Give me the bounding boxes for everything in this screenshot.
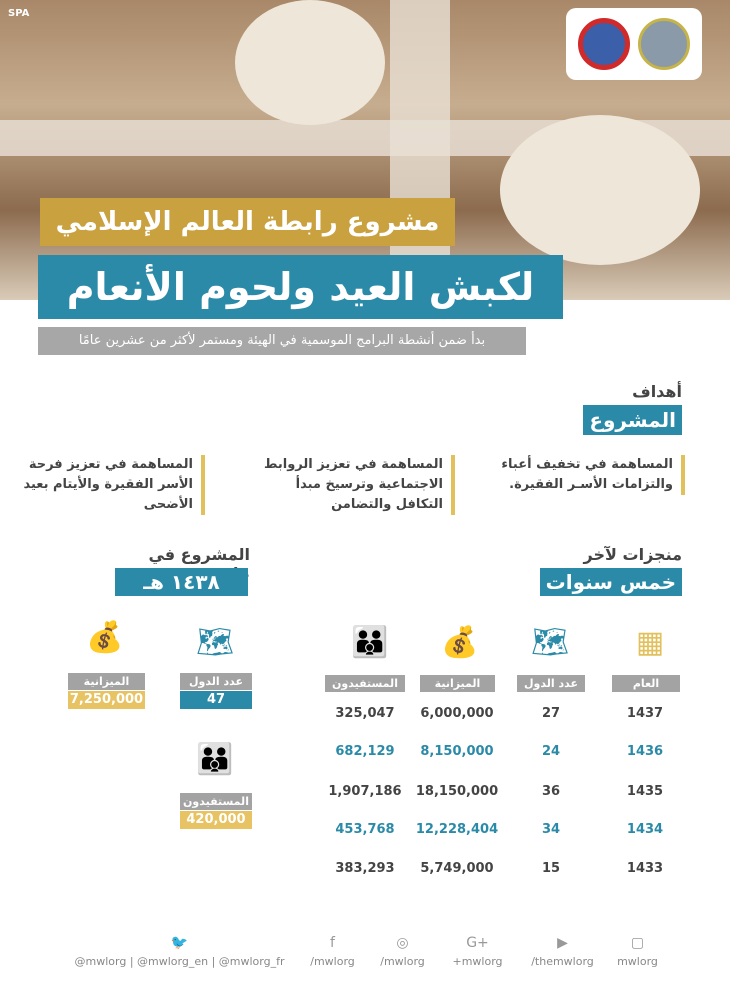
current-beneficiaries-value: 420,000: [180, 811, 252, 829]
calendar-icon: ▦: [635, 625, 665, 660]
cell-year: 1433: [626, 861, 664, 876]
goal-item: المساهمة في تعزيز الروابط الاجتماعية وتر…: [255, 455, 455, 515]
social-youtube[interactable]: ▶ /themwlorg: [520, 935, 605, 968]
social-google-plus[interactable]: G+ +mwlorg: [440, 935, 515, 968]
cell-budget: 6,000,000: [420, 706, 494, 721]
cell-budget: 8,150,000: [420, 744, 494, 759]
social-handle: /themwlorg: [531, 955, 594, 968]
cell-countries: 34: [541, 822, 561, 837]
red-crescent-logo: [578, 18, 630, 70]
cell-year: 1436: [626, 744, 664, 759]
social-handle: /mwlorg: [310, 955, 355, 968]
social-handle: @mwlorg | @mwlorg_en | @mwlorg_fr: [74, 955, 285, 968]
current-beneficiaries-label: المستفيدون: [180, 793, 252, 810]
cell-beneficiaries: 682,129: [335, 744, 395, 759]
mwl-globe-logo: [638, 18, 690, 70]
google-plus-icon: G+: [466, 935, 489, 951]
instagram-icon: ◎: [396, 935, 409, 951]
social-handle: mwlorg: [617, 955, 658, 968]
cell-beneficiaries: 453,768: [335, 822, 395, 837]
cell-countries: 24: [541, 744, 561, 759]
sheep: [235, 0, 385, 125]
fence-post: [390, 0, 450, 300]
youtube-icon: ▶: [557, 935, 568, 951]
column-header-beneficiaries: المستفيدون: [325, 675, 405, 692]
snapchat-icon: ▢: [630, 935, 645, 951]
column-header-countries: عدد الدول: [517, 675, 585, 692]
organization-logos: [566, 8, 702, 80]
current-year-box: ١٤٣٨ هـ: [115, 568, 248, 596]
cell-countries: 15: [541, 861, 561, 876]
cell-countries: 27: [541, 706, 561, 721]
cell-budget: 18,150,000: [415, 784, 499, 799]
people-icon: 👪: [196, 742, 234, 777]
achievements-heading-small: منجزات لآخر: [583, 545, 682, 564]
social-facebook[interactable]: f/mwlorg: [300, 935, 365, 968]
social-snapchat[interactable]: ▢ mwlorg: [610, 935, 665, 968]
goal-item: المساهمة في تعزيز فرحة الأسر الفقيرة وال…: [5, 455, 205, 515]
current-countries-value: 47: [180, 691, 252, 709]
goals-heading-small: أهداف: [632, 382, 682, 401]
social-handle: /mwlorg: [380, 955, 425, 968]
cell-beneficiaries: 383,293: [335, 861, 395, 876]
money-bag-icon: 💰: [441, 625, 479, 660]
column-header-year: العام: [612, 675, 680, 692]
goals-heading-box: المشروع: [583, 405, 682, 435]
cell-countries: 36: [541, 784, 561, 799]
cell-budget: 12,228,404: [415, 822, 499, 837]
social-handle: +mwlorg: [452, 955, 503, 968]
current-budget-label: الميزانية: [68, 673, 145, 690]
achievements-heading-box: خمس سنوات: [539, 568, 682, 596]
current-budget-value: 7,250,000: [68, 691, 145, 709]
current-countries-label: عدد الدول: [180, 673, 252, 690]
people-icon: 👪: [351, 625, 389, 660]
goal-item: المساهمة في تخفيف أعباء والتزامات الأسـر…: [485, 455, 685, 495]
title-line1: مشروع رابطة العالم الإسلامي: [40, 198, 455, 246]
social-twitter[interactable]: 🐦 @mwlorg | @mwlorg_en | @mwlorg_fr: [62, 935, 297, 968]
spa-watermark: SPA: [8, 8, 30, 19]
twitter-icon: 🐦: [170, 935, 189, 951]
title-line2: لكبش العيد ولحوم الأنعام: [38, 255, 563, 319]
sheep: [500, 115, 700, 265]
subtitle: بدأ ضمن أنشطة البرامج الموسمية في الهيئة…: [38, 327, 526, 355]
world-map-icon: 🗺: [530, 625, 570, 660]
cell-beneficiaries: 325,047: [335, 706, 395, 721]
column-header-budget: الميزانية: [420, 675, 495, 692]
facebook-icon: f: [330, 935, 335, 951]
social-instagram[interactable]: ◎ /mwlorg: [370, 935, 435, 968]
cell-year: 1435: [626, 784, 664, 799]
cell-beneficiaries: 1,907,186: [328, 784, 402, 799]
world-map-icon: 🗺: [195, 625, 235, 660]
money-bag-icon: 💰: [86, 620, 124, 655]
cell-budget: 5,749,000: [420, 861, 494, 876]
cell-year: 1434: [626, 822, 664, 837]
cell-year: 1437: [626, 706, 664, 721]
